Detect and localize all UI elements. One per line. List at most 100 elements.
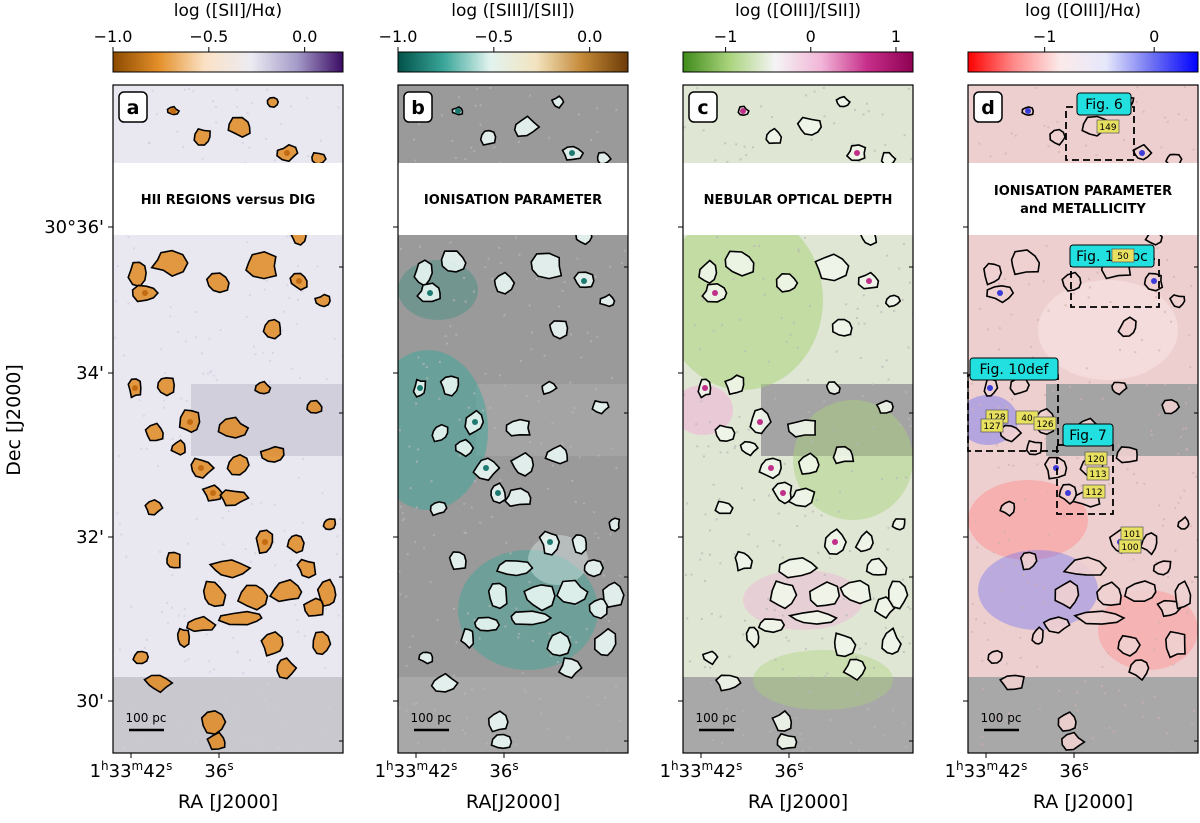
noise-speckle: [1052, 389, 1055, 392]
noise-speckle: [735, 143, 738, 146]
noise-speckle: [804, 94, 807, 97]
noise-speckle: [724, 142, 727, 145]
noise-speckle: [499, 479, 502, 482]
noise-speckle: [169, 315, 172, 318]
noise-speckle: [893, 310, 896, 313]
hii-region-contour: [439, 375, 460, 397]
noise-speckle: [551, 464, 554, 467]
dec-tick-36: 30°36': [44, 217, 104, 238]
noise-speckle: [482, 688, 485, 691]
noise-speckle: [907, 417, 910, 420]
noise-speckle: [905, 391, 908, 394]
colorbar-tick-label: −1.0: [94, 27, 133, 46]
noise-speckle: [845, 303, 848, 306]
noise-speckle: [236, 651, 239, 654]
noise-speckle: [998, 348, 1001, 351]
hii-region-contour: [1060, 731, 1086, 751]
noise-speckle: [688, 660, 691, 663]
panel-c: log ([OIII]/[SII]) −1 0 1 NEBULAR OPTICAL DE…: [660, 1, 914, 813]
noise-speckle: [1174, 507, 1177, 510]
noise-speckle: [505, 541, 508, 544]
noise-speckle: [491, 277, 494, 280]
noise-speckle: [306, 97, 309, 100]
noise-speckle: [232, 636, 235, 639]
region-number-badge: [1111, 248, 1135, 263]
hii-region-contour: [602, 581, 625, 609]
hii-region-contour: [316, 578, 337, 607]
noise-speckle: [684, 573, 687, 576]
noise-speckle: [489, 86, 492, 89]
noise-speckle: [798, 676, 801, 679]
noise-speckle: [1015, 562, 1018, 565]
noise-speckle: [158, 550, 161, 553]
hii-region-contour: [260, 630, 284, 657]
noise-speckle: [487, 257, 490, 260]
noise-speckle: [981, 743, 984, 746]
noise-speckle: [1022, 574, 1025, 577]
noise-speckle: [699, 558, 702, 561]
noise-speckle: [596, 335, 599, 338]
noise-speckle: [978, 403, 981, 406]
scale-bar-label: 100 pc: [411, 711, 452, 725]
hii-region-contour: [266, 96, 280, 109]
noise-speckle: [1196, 539, 1198, 542]
colorbar-tick-label: 0: [806, 27, 816, 46]
panel-frame: [397, 84, 629, 754]
noise-speckle: [702, 455, 705, 458]
hii-region-contour: [206, 731, 226, 751]
noise-speckle: [417, 356, 420, 359]
noise-speckle: [297, 405, 300, 408]
noise-speckle: [147, 141, 150, 144]
noise-speckle: [321, 492, 324, 495]
noise-speckle: [715, 518, 718, 521]
noise-speckle: [1108, 483, 1111, 486]
noise-speckle: [246, 112, 249, 115]
hii-region-contour: [490, 733, 513, 750]
noise-speckle: [855, 656, 858, 659]
emission-core: [483, 465, 489, 471]
hii-region-contour: [219, 489, 250, 507]
hii-region-contour: [1156, 599, 1182, 618]
noise-speckle: [528, 581, 531, 584]
noise-speckle: [789, 333, 792, 336]
noise-speckle: [1170, 320, 1173, 323]
noise-speckle: [1085, 144, 1088, 147]
noise-speckle: [886, 254, 889, 257]
noise-speckle: [455, 333, 458, 336]
noise-speckle: [597, 536, 600, 539]
noise-speckle: [464, 692, 467, 695]
noise-speckle: [1019, 656, 1022, 659]
noise-speckle: [708, 421, 711, 424]
noise-speckle: [309, 415, 312, 418]
noise-speckle: [971, 382, 974, 385]
noise-speckle: [796, 524, 799, 527]
hii-region-contour: [1174, 580, 1192, 610]
emission-core: [740, 108, 746, 114]
noise-speckle: [296, 630, 299, 633]
noise-speckle: [138, 399, 141, 402]
hii-region-contour: [1073, 610, 1126, 625]
noise-speckle: [1035, 87, 1038, 90]
noise-speckle: [799, 732, 802, 735]
noise-speckle: [1080, 484, 1083, 487]
hii-region-contour: [322, 518, 337, 531]
noise-speckle: [180, 722, 183, 725]
panel-title: IONISATION PARAMETER: [424, 193, 602, 208]
noise-speckle: [246, 241, 249, 244]
hii-region-contour: [1115, 446, 1138, 464]
noise-speckle: [803, 236, 806, 239]
noise-speckle: [341, 354, 343, 357]
emission-map: [113, 85, 343, 753]
noise-speckle: [808, 747, 811, 750]
noise-speckle: [171, 574, 174, 577]
noise-speckle: [1189, 525, 1192, 528]
noise-speckle: [1186, 611, 1189, 614]
noise-speckle: [739, 158, 742, 161]
panel-letter: c: [697, 97, 708, 119]
noise-speckle: [1163, 310, 1166, 313]
noise-speckle: [683, 126, 686, 129]
emission-core: [780, 490, 786, 496]
noise-speckle: [530, 348, 533, 351]
noise-speckle: [1189, 366, 1192, 369]
noise-speckle: [1178, 656, 1181, 659]
